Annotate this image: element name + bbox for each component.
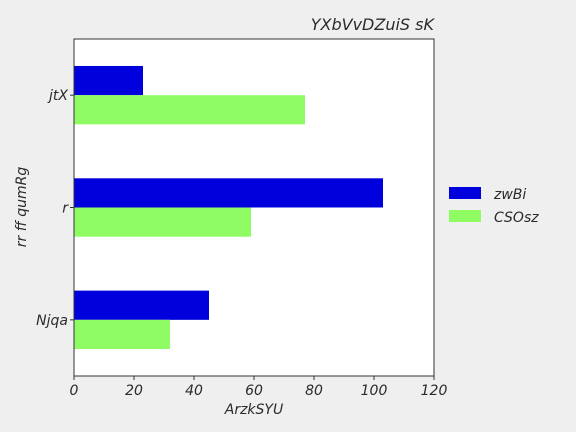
bar-CSOsz-r bbox=[74, 207, 251, 237]
x-tick-label: 120 bbox=[421, 383, 448, 399]
x-tick-label: 0 bbox=[70, 383, 79, 399]
legend-label-zwBi: zwBi bbox=[493, 187, 526, 203]
x-tick-label: 60 bbox=[245, 383, 263, 399]
bar-zwBi-r bbox=[74, 178, 383, 208]
bar-CSOsz-jtX bbox=[74, 95, 305, 125]
bar-zwBi-Njqa bbox=[74, 290, 209, 320]
legend: zwBi CSOsz bbox=[449, 187, 539, 226]
x-tick-label: 20 bbox=[125, 383, 143, 399]
bar-CSOsz-Njqa bbox=[74, 319, 170, 350]
y-tick-label: jtX bbox=[47, 88, 68, 104]
bar-zwBi-jtX bbox=[74, 65, 143, 96]
legend-swatch-CSOsz bbox=[449, 210, 481, 222]
x-tick-label: 40 bbox=[185, 383, 203, 399]
chart-title: YXbVvDZuiS sK bbox=[311, 15, 436, 34]
y-axis-label: rr ff qumRg bbox=[14, 167, 30, 248]
y-tick-label: r bbox=[62, 201, 69, 217]
y-tick-label: Njqa bbox=[36, 313, 68, 329]
legend-swatch-zwBi bbox=[449, 187, 481, 199]
x-tick-label: 80 bbox=[305, 383, 323, 399]
legend-label-CSOsz: CSOsz bbox=[494, 210, 539, 226]
x-tick-label: 100 bbox=[361, 383, 388, 399]
x-axis-label: ArzkSYU bbox=[224, 402, 283, 418]
